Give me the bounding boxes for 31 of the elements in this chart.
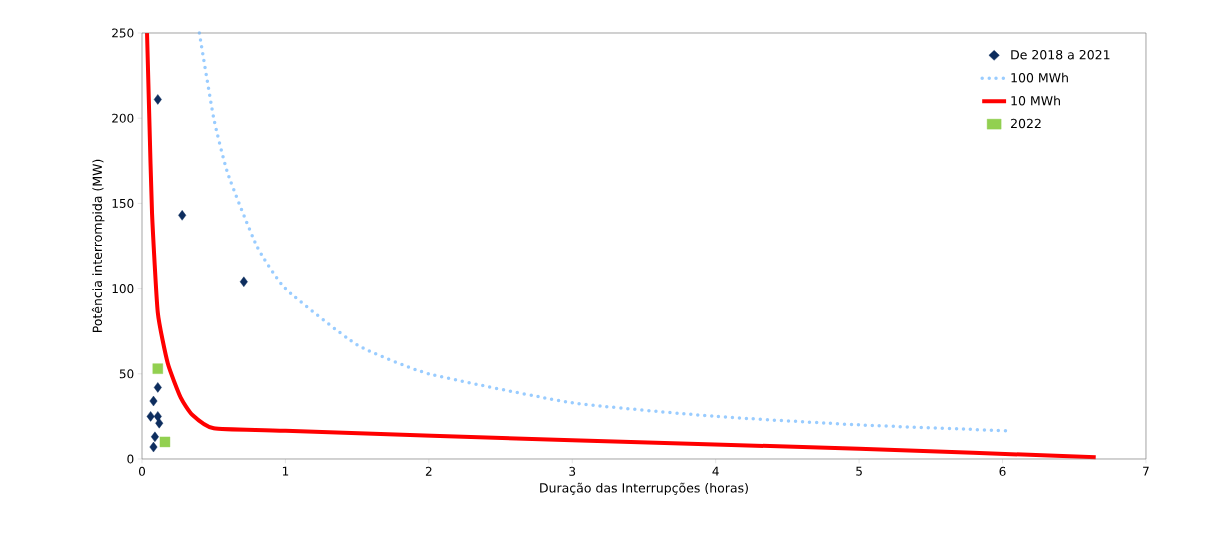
point [153,94,162,105]
point [178,210,187,221]
y-tick-label: 50 [119,369,134,379]
point [239,276,248,287]
y-tick-label: 0 [127,454,134,464]
x-tick-label: 7 [1143,466,1149,476]
point [149,441,158,453]
point [155,418,164,429]
point [153,382,162,393]
x-tick-label: 0 [138,466,146,476]
point [152,363,163,374]
point [146,411,155,422]
legend-label: 10 MWh [1011,95,1060,106]
y-tick-label: 250 [112,28,134,38]
legend-label: 2022 [1011,118,1041,129]
x-tick-label: 4 [712,466,719,476]
x-tick-label: 6 [999,466,1006,476]
legend-label: De 2018 a 2021 [1011,49,1110,60]
point [150,431,159,443]
x-tick-label: 5 [856,466,862,476]
x-axis-title: Duração das Interrupções (horas) [540,482,748,496]
y-tick-label: 200 [112,113,134,123]
legend-label: 100 MWh [1011,72,1068,83]
y-tick-label: 150 [112,198,134,208]
y-tick-label: 100 [112,284,134,294]
point [159,436,171,448]
x-tick-label: 3 [569,466,576,476]
x-tick-label: 1 [282,466,289,476]
y-axis-title: Potência interrompida (MW) [91,159,105,333]
point [149,395,158,407]
x-tick-label: 2 [425,466,432,476]
